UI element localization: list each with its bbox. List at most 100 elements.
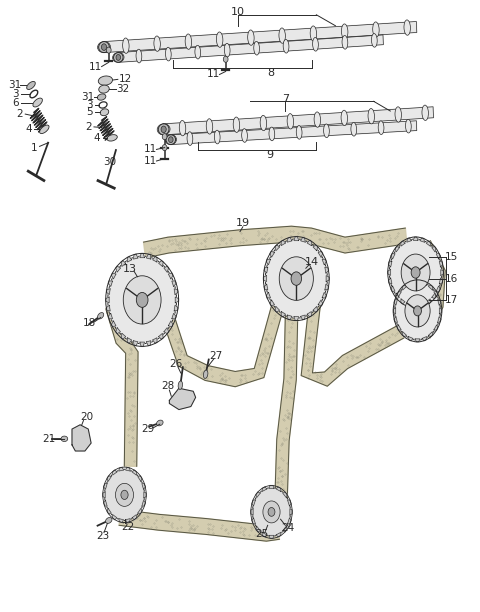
Ellipse shape [224, 43, 230, 57]
Polygon shape [118, 35, 384, 62]
Ellipse shape [61, 436, 68, 441]
Polygon shape [264, 284, 268, 290]
Text: 9: 9 [266, 150, 273, 160]
Polygon shape [256, 526, 260, 532]
Ellipse shape [116, 54, 120, 61]
Circle shape [411, 267, 420, 278]
Polygon shape [420, 238, 424, 242]
Text: 2: 2 [85, 122, 92, 132]
Polygon shape [391, 286, 395, 291]
Circle shape [291, 272, 301, 285]
Polygon shape [174, 305, 178, 311]
Circle shape [105, 469, 144, 520]
Polygon shape [121, 261, 126, 266]
Polygon shape [164, 327, 168, 334]
Ellipse shape [166, 135, 176, 144]
Polygon shape [140, 342, 144, 346]
Polygon shape [325, 284, 329, 290]
Polygon shape [429, 285, 432, 290]
Polygon shape [415, 280, 420, 283]
Circle shape [116, 483, 133, 506]
Polygon shape [262, 532, 267, 537]
Polygon shape [252, 500, 255, 506]
Polygon shape [326, 275, 329, 282]
Polygon shape [126, 518, 130, 523]
Polygon shape [439, 261, 443, 267]
Polygon shape [256, 492, 260, 498]
Polygon shape [133, 254, 138, 259]
Polygon shape [172, 313, 176, 319]
Polygon shape [266, 259, 270, 265]
Polygon shape [111, 273, 116, 279]
Ellipse shape [312, 37, 318, 51]
Polygon shape [168, 273, 173, 279]
Polygon shape [281, 312, 286, 317]
Polygon shape [438, 316, 441, 323]
Circle shape [108, 256, 177, 344]
Circle shape [136, 293, 148, 307]
Polygon shape [276, 487, 281, 491]
Polygon shape [419, 241, 445, 338]
Polygon shape [301, 301, 404, 386]
Polygon shape [407, 238, 411, 242]
Circle shape [268, 507, 275, 517]
Ellipse shape [406, 119, 411, 133]
Polygon shape [106, 289, 110, 294]
Ellipse shape [166, 47, 171, 61]
Ellipse shape [324, 124, 329, 138]
Ellipse shape [395, 107, 401, 122]
Text: 26: 26 [169, 359, 182, 369]
Polygon shape [164, 266, 168, 272]
Ellipse shape [372, 34, 377, 47]
Polygon shape [395, 247, 399, 252]
Polygon shape [269, 485, 274, 488]
Ellipse shape [98, 42, 109, 53]
Polygon shape [252, 518, 255, 524]
Ellipse shape [378, 121, 384, 135]
Ellipse shape [107, 135, 117, 141]
Polygon shape [397, 291, 401, 297]
Text: 15: 15 [445, 252, 458, 263]
Ellipse shape [33, 98, 42, 107]
Text: 11: 11 [207, 70, 220, 80]
Text: 11: 11 [144, 156, 157, 166]
Polygon shape [394, 316, 397, 323]
Text: 24: 24 [281, 523, 294, 534]
Ellipse shape [161, 126, 166, 133]
Text: 20: 20 [80, 412, 93, 422]
Circle shape [223, 56, 228, 62]
Polygon shape [107, 476, 111, 481]
Polygon shape [72, 425, 91, 451]
Text: 16: 16 [445, 274, 458, 283]
Circle shape [252, 488, 290, 536]
Polygon shape [288, 315, 292, 320]
Ellipse shape [185, 34, 192, 50]
Polygon shape [146, 341, 151, 346]
Polygon shape [307, 241, 312, 245]
Polygon shape [318, 252, 323, 257]
Polygon shape [104, 501, 107, 506]
Text: 14: 14 [304, 256, 319, 267]
Text: 31: 31 [8, 80, 22, 91]
Circle shape [414, 306, 421, 316]
Polygon shape [153, 256, 157, 262]
Text: 12: 12 [119, 75, 132, 84]
Polygon shape [104, 483, 107, 489]
Polygon shape [388, 278, 392, 284]
Ellipse shape [195, 45, 201, 59]
Ellipse shape [27, 81, 35, 89]
Polygon shape [322, 293, 326, 298]
Polygon shape [313, 245, 318, 251]
Polygon shape [275, 307, 279, 312]
Ellipse shape [279, 28, 286, 43]
Polygon shape [288, 518, 291, 524]
Polygon shape [318, 300, 323, 306]
Polygon shape [415, 339, 420, 342]
Polygon shape [388, 261, 392, 267]
Polygon shape [251, 509, 253, 515]
Polygon shape [269, 536, 274, 539]
Ellipse shape [372, 22, 379, 37]
Ellipse shape [114, 53, 123, 62]
Text: 18: 18 [83, 318, 96, 328]
Polygon shape [281, 241, 286, 245]
